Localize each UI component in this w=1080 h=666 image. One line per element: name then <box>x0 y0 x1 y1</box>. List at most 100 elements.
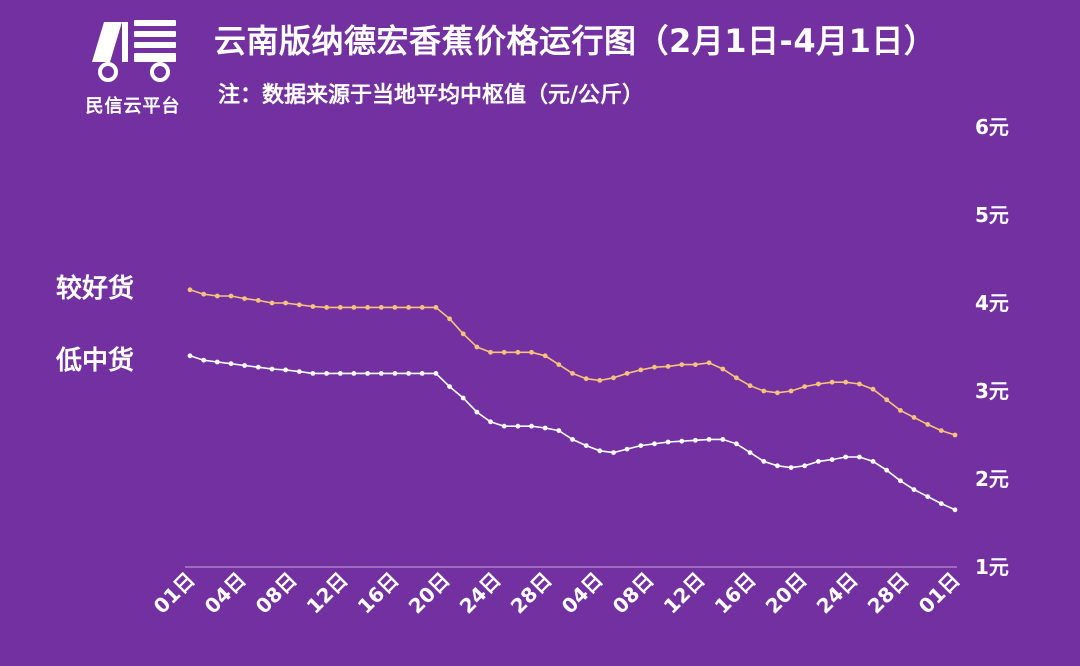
data-point <box>351 305 357 310</box>
data-point <box>638 443 644 448</box>
data-point <box>242 296 248 301</box>
data-point <box>283 300 288 306</box>
data-point <box>529 423 534 429</box>
y-tick-label: 5元 <box>975 203 1009 227</box>
data-point <box>911 487 917 492</box>
data-point <box>952 432 958 438</box>
data-point <box>802 384 808 389</box>
data-point <box>269 366 275 372</box>
data-point <box>324 305 329 310</box>
y-tick-label: 2元 <box>975 467 1009 491</box>
data-point <box>925 494 931 499</box>
data-point <box>255 364 261 370</box>
data-point <box>187 353 193 359</box>
data-point <box>611 450 616 455</box>
data-point <box>911 415 917 420</box>
x-tick-label: 08日 <box>608 568 659 619</box>
data-point <box>829 379 835 385</box>
data-point <box>788 465 794 470</box>
data-point <box>556 362 562 367</box>
data-point <box>447 316 452 322</box>
data-point <box>406 305 411 310</box>
data-point <box>570 437 575 442</box>
data-point <box>310 304 316 309</box>
data-point <box>925 422 931 427</box>
data-point <box>761 388 767 394</box>
data-point <box>816 381 821 387</box>
x-tick-label: 28日 <box>506 568 557 619</box>
data-point <box>761 459 767 464</box>
series-lines <box>187 287 958 513</box>
data-point <box>652 364 657 370</box>
data-point <box>597 378 603 383</box>
data-point <box>706 360 712 366</box>
data-point <box>843 379 849 385</box>
y-tick-label: 6元 <box>975 115 1009 139</box>
chart-title: 云南版纳德宏香蕉价格运行图（2月1日-4月1日） <box>214 22 937 60</box>
data-point <box>242 363 248 368</box>
x-tick-label: 01日 <box>914 568 965 619</box>
x-tick-label: 12日 <box>659 568 710 619</box>
data-point <box>351 371 357 376</box>
x-tick-label: 16日 <box>353 568 404 619</box>
data-point <box>638 367 644 373</box>
data-point <box>734 441 739 447</box>
data-point <box>843 454 849 460</box>
data-point <box>802 463 808 469</box>
data-point <box>857 454 862 460</box>
data-point <box>611 375 616 381</box>
x-tick-label: 01日 <box>149 568 200 619</box>
data-point <box>488 349 493 355</box>
data-point <box>515 349 521 355</box>
data-point <box>884 467 890 473</box>
data-point <box>693 362 698 367</box>
data-point <box>337 371 343 376</box>
data-point <box>679 438 685 444</box>
x-tick-label: 04日 <box>200 568 251 619</box>
data-point <box>214 293 220 299</box>
data-point <box>460 331 466 337</box>
data-point <box>938 428 944 433</box>
data-point <box>542 353 548 359</box>
data-point <box>474 344 480 350</box>
data-point <box>378 305 384 310</box>
data-point <box>720 366 726 372</box>
data-point <box>406 371 411 376</box>
truck-logo-icon <box>92 20 176 82</box>
data-point <box>775 390 780 396</box>
data-point <box>419 371 425 376</box>
data-point <box>693 437 698 443</box>
data-point <box>365 305 370 310</box>
data-point <box>734 375 739 381</box>
data-point <box>542 425 548 431</box>
series-line-low <box>189 355 956 511</box>
data-point <box>228 293 234 299</box>
data-point <box>378 371 384 376</box>
data-point <box>583 376 589 382</box>
data-point <box>337 305 343 310</box>
data-point <box>665 364 671 369</box>
data-point <box>747 383 753 389</box>
chart-subtitle: 注：数据来源于当地平均中枢值（元/公斤） <box>218 83 645 108</box>
data-point <box>829 457 835 462</box>
data-point <box>583 443 589 448</box>
y-axis-ticks: 1元 2元 3元 4元 5元 6元 <box>975 115 1009 579</box>
x-tick-label: 08日 <box>251 568 302 619</box>
x-tick-label: 24日 <box>812 568 863 619</box>
series-line-good <box>189 289 956 436</box>
x-tick-label: 04日 <box>557 568 608 619</box>
data-point <box>296 302 302 308</box>
series-label-low: 低中货 <box>56 346 135 376</box>
data-point <box>788 388 794 394</box>
y-tick-label: 4元 <box>975 291 1009 315</box>
logo-text: 民信云平台 <box>85 96 181 117</box>
data-point <box>857 381 862 387</box>
x-tick-label: 16日 <box>710 568 761 619</box>
data-point <box>433 371 439 376</box>
x-tick-label: 20日 <box>404 568 455 619</box>
data-point <box>296 369 302 374</box>
x-axis-ticks: 01日 04日 08日 12日 16日 20日 24日 28日 04日 08日 12日 16日 20日 2… <box>149 568 965 619</box>
data-point <box>597 448 603 454</box>
data-point <box>228 361 234 367</box>
data-point <box>747 450 753 455</box>
